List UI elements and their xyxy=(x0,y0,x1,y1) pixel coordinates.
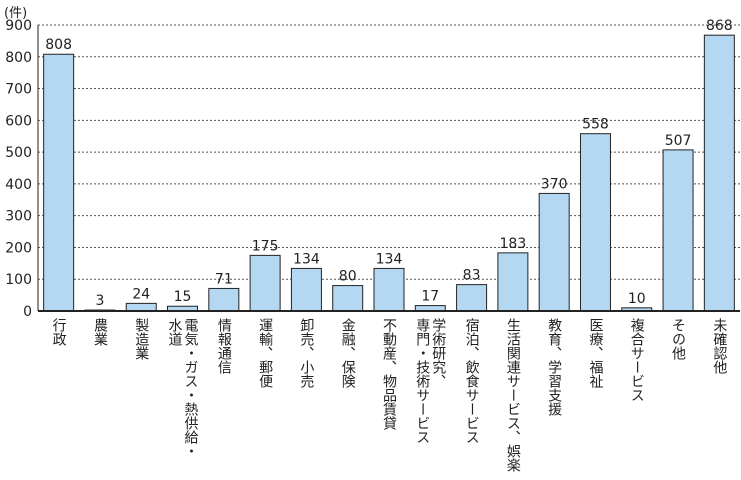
bar xyxy=(662,149,694,312)
x-tick-label: 行政 xyxy=(50,318,67,346)
bar xyxy=(332,285,364,312)
bar xyxy=(249,254,281,312)
bar xyxy=(290,267,322,312)
data-label: 183 xyxy=(500,236,527,252)
y-tick-label: 800 xyxy=(5,50,32,66)
data-label: 558 xyxy=(582,117,609,133)
data-label: 24 xyxy=(132,286,150,302)
y-tick-label: 200 xyxy=(5,240,32,256)
bar xyxy=(208,287,240,312)
x-tick-label: 生活関連サービス、娯楽 xyxy=(504,318,521,472)
y-tick-label: 700 xyxy=(5,82,32,98)
x-tick-label: 電気・ガス・熱供給・ 水道 xyxy=(166,318,199,458)
x-tick-label: 情報通信 xyxy=(215,318,232,374)
x-tick-label: 教育、学習支援 xyxy=(546,318,563,416)
data-label: 868 xyxy=(706,18,733,34)
bar xyxy=(43,53,75,312)
data-label: 134 xyxy=(293,251,320,267)
data-label: 15 xyxy=(174,289,192,305)
y-axis-unit: (件) xyxy=(4,6,28,21)
x-tick-label: 製造業 xyxy=(133,318,150,360)
x-tick-label: 複合サービス xyxy=(628,318,645,402)
bar xyxy=(579,133,611,312)
y-tick-label: 100 xyxy=(5,272,32,288)
data-label: 71 xyxy=(215,271,233,287)
bar xyxy=(497,252,529,312)
data-label: 17 xyxy=(421,289,439,305)
data-label: 10 xyxy=(628,291,646,307)
y-tick-label: 400 xyxy=(5,177,32,193)
x-tick-label: 金融、保険 xyxy=(339,318,356,388)
bar xyxy=(538,192,570,312)
x-tick-label: 未確認他 xyxy=(711,318,728,374)
data-label: 134 xyxy=(376,251,403,267)
bar xyxy=(456,284,488,312)
bar xyxy=(125,302,157,312)
bar xyxy=(373,267,405,312)
x-tick-label: 宿泊、飲食サービス xyxy=(463,318,480,444)
x-tick-label: 卸売、小売 xyxy=(298,318,315,388)
y-tick-label: 0 xyxy=(23,304,32,320)
data-label: 83 xyxy=(463,268,481,284)
y-tick-label: 600 xyxy=(5,113,32,129)
x-tick-label: 不動産、物品賃貸 xyxy=(381,318,397,430)
x-tick-label: 運輸、郵便 xyxy=(257,318,274,388)
y-tick-label: 900 xyxy=(5,18,32,34)
data-label: 80 xyxy=(339,269,357,285)
data-label: 808 xyxy=(45,37,72,53)
data-label: 370 xyxy=(541,176,568,192)
x-tick-label: 農業 xyxy=(91,318,108,346)
x-tick-label: 学術研究、 専門・技術サービス xyxy=(414,318,447,444)
x-tick-label: 医療、福祉 xyxy=(587,318,604,388)
data-label: 3 xyxy=(95,293,104,309)
y-tick-label: 500 xyxy=(5,145,32,161)
data-label: 507 xyxy=(665,133,692,149)
y-tick-label: 300 xyxy=(5,209,32,225)
bar xyxy=(703,34,735,312)
data-label: 175 xyxy=(252,238,279,254)
x-tick-label: その他 xyxy=(670,318,687,360)
